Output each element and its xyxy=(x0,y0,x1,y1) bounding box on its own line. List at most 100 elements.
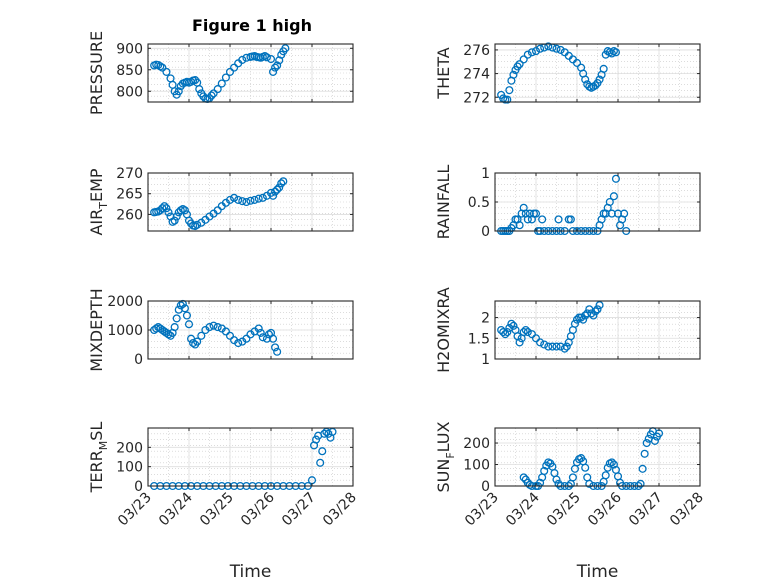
data-point xyxy=(320,429,329,438)
data-point xyxy=(279,177,288,186)
data-point xyxy=(174,87,183,96)
data-point xyxy=(577,313,586,322)
data-point xyxy=(271,187,280,196)
y-axis-label-main: SUN xyxy=(434,459,453,493)
data-point xyxy=(250,195,259,204)
data-point xyxy=(268,191,278,200)
data-point xyxy=(262,334,271,343)
data-point xyxy=(593,305,602,314)
y-axis-label-subscript: F xyxy=(444,452,457,458)
figure-title: Figure 1 high xyxy=(192,16,312,35)
y-tick-label: 2000 xyxy=(107,294,143,310)
data-point xyxy=(166,74,175,83)
data-point xyxy=(509,70,518,79)
data-point xyxy=(640,449,649,458)
data-point xyxy=(209,321,218,330)
data-point xyxy=(556,45,565,54)
data-point xyxy=(609,192,618,201)
data-point xyxy=(515,221,524,230)
data-point xyxy=(205,323,214,332)
subplot-sun-flux: 0 100 200 03/23 03/24 03/25 03/26 03/27 03/28 Tim… xyxy=(434,421,707,582)
x-tick-label: 03/23 xyxy=(462,490,502,530)
data-point xyxy=(499,328,508,337)
y-axis-label-tail: EMP xyxy=(87,168,106,202)
x-tick-label: 03/26 xyxy=(585,489,625,529)
data-point xyxy=(519,473,528,482)
data-point xyxy=(312,435,321,444)
subplot-rainfall: 0 0.5 1 RAINFALL xyxy=(434,165,701,240)
subplot-h2omixra: 1 1.5 2 H2OMIXRA xyxy=(434,287,701,373)
subplot-terr-msl: 0 100 200 03/23 03/24 03/25 03/26 03/27 03/28 Tim… xyxy=(87,422,360,582)
data-point xyxy=(544,342,553,351)
data-point xyxy=(620,209,629,218)
data-point xyxy=(552,44,561,53)
y-tick-label: 850 xyxy=(116,63,143,79)
data-point xyxy=(538,215,547,224)
data-point xyxy=(585,479,594,488)
x-tick-label: 03/27 xyxy=(279,490,319,530)
data-point xyxy=(230,63,239,72)
y-tick-label: 2 xyxy=(481,311,490,327)
y-axis-label: THETA xyxy=(434,47,453,99)
data-point xyxy=(225,331,235,340)
data-point xyxy=(587,309,596,318)
y-tick-label: 1000 xyxy=(107,323,143,339)
data-point xyxy=(193,337,202,346)
y-tick-label: 1 xyxy=(481,166,490,182)
data-point xyxy=(536,338,545,347)
data-point xyxy=(636,479,645,488)
y-tick-label: 0 xyxy=(481,479,490,495)
y-tick-label: 1 xyxy=(481,352,490,368)
y-tick-label: 265 xyxy=(116,187,143,203)
data-point xyxy=(158,63,167,72)
data-point xyxy=(611,174,620,183)
data-point xyxy=(225,67,235,76)
data-point xyxy=(217,79,226,88)
data-point xyxy=(230,193,239,202)
data-point xyxy=(246,196,255,205)
data-point xyxy=(268,334,278,343)
data-point xyxy=(262,53,271,62)
data-point xyxy=(595,301,604,310)
data-point xyxy=(515,60,524,69)
data-point xyxy=(254,194,263,203)
data-point xyxy=(207,91,216,100)
data-point xyxy=(324,429,333,438)
data-point xyxy=(277,179,286,188)
data-point xyxy=(591,81,600,90)
y-axis-label: RAINFALL xyxy=(434,165,453,240)
data-point xyxy=(601,471,610,480)
data-point xyxy=(266,54,276,64)
data-point xyxy=(273,347,282,356)
x-tick-label: 03/28 xyxy=(667,490,707,530)
y-tick-label: 0 xyxy=(134,479,143,495)
data-point xyxy=(273,61,282,70)
y-axis-label-main: TERR xyxy=(87,450,106,493)
x-tick-label: 03/26 xyxy=(238,489,278,529)
y-axis-label: SUNFLUX xyxy=(434,421,457,492)
data-point xyxy=(221,73,230,82)
data-point xyxy=(589,311,598,320)
data-point xyxy=(164,330,173,339)
data-point xyxy=(182,311,192,320)
data-point xyxy=(572,58,582,67)
y-axis-label-subscript: T xyxy=(97,202,110,210)
data-point xyxy=(193,220,202,229)
y-tick-label: 260 xyxy=(116,207,143,223)
data-point xyxy=(213,85,222,94)
data-point xyxy=(271,343,280,352)
y-axis-label-tail: SL xyxy=(87,422,106,441)
x-tick-label: 03/28 xyxy=(320,490,360,530)
data-point xyxy=(519,55,528,64)
data-point xyxy=(172,314,181,323)
data-point xyxy=(238,55,247,64)
data-point xyxy=(515,338,524,347)
data-point xyxy=(540,466,549,476)
x-tick-label: 03/25 xyxy=(544,490,584,530)
data-point xyxy=(162,204,171,213)
data-point xyxy=(170,323,179,332)
data-point xyxy=(264,330,274,339)
y-tick-label: 270 xyxy=(116,166,143,182)
data-point xyxy=(650,436,659,445)
